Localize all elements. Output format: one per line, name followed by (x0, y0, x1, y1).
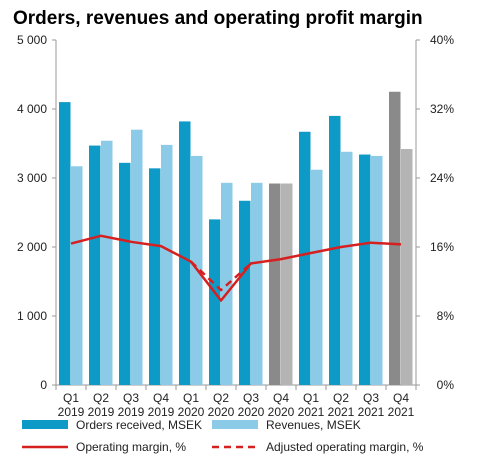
x-tick-label-quarter: Q1 (63, 391, 79, 405)
legend-label: Revenues, MSEK (266, 418, 361, 432)
x-tick-label-quarter: Q2 (333, 391, 349, 405)
legend-swatch-orders (22, 420, 68, 429)
x-tick-label-year: 2021 (328, 405, 355, 419)
x-tick-label-quarter: Q2 (213, 391, 229, 405)
bar-revenues (131, 129, 143, 385)
x-tick-label-year: 2019 (58, 405, 85, 419)
x-tick-label-quarter: Q4 (273, 391, 289, 405)
bar-orders (149, 168, 161, 385)
bar-orders (329, 115, 341, 386)
bar-orders (299, 131, 311, 385)
y-right-tick-label: 8% (437, 309, 455, 323)
x-tick-label-quarter: Q1 (183, 391, 199, 405)
x-tick-label-year: 2019 (118, 405, 145, 419)
bar-orders (359, 154, 371, 385)
x-tick-label-year: 2021 (298, 405, 325, 419)
adjusted-operating-margin-line (190, 260, 252, 292)
x-tick-label-year: 2020 (178, 405, 205, 419)
x-tick-label-year: 2020 (238, 405, 265, 419)
x-tick-label-quarter: Q3 (123, 391, 139, 405)
bar-revenues (71, 166, 83, 385)
x-tick-label-year: 2019 (88, 405, 115, 419)
bar-revenues (401, 149, 413, 385)
x-tick-label-quarter: Q4 (153, 391, 169, 405)
bar-orders (119, 162, 131, 385)
legend-swatch-revenues (212, 420, 258, 429)
bar-orders (59, 102, 71, 385)
x-tick-label-year: 2020 (268, 405, 295, 419)
y-left-tick-label: 2 000 (17, 240, 47, 254)
y-left-tick-label: 3 000 (17, 171, 47, 185)
y-right-tick-label: 24% (430, 171, 454, 185)
y-left-tick-label: 1 000 (17, 309, 47, 323)
bar-revenues (251, 182, 263, 385)
y-left-tick-label: 5 000 (17, 33, 47, 47)
y-right-tick-label: 32% (430, 102, 454, 116)
lines-layer (70, 234, 402, 302)
legend-label: Orders received, MSEK (76, 418, 202, 432)
legend-label: Operating margin, % (76, 440, 186, 454)
labels-layer: 0 1 000 2 000 3 000 4 000 5 000 0% 8% 16% 24% 32% 4… (17, 33, 454, 419)
bar-revenues (371, 155, 383, 385)
bar-orders (239, 200, 251, 385)
x-tick-label-year: 2020 (208, 405, 235, 419)
bar-revenues (161, 144, 173, 385)
y-left-tick-label: 0 (40, 378, 47, 392)
bar-orders (209, 219, 221, 385)
legend: Orders received, MSEK Revenues, MSEK Opera… (22, 418, 424, 454)
y-left-tick-label: 4 000 (17, 102, 47, 116)
operating-margin-line (70, 234, 402, 302)
bar-orders (89, 145, 101, 385)
bar-revenues (281, 183, 293, 385)
bar-orders (269, 183, 281, 385)
bar-revenues (311, 169, 323, 385)
x-tick-label-quarter: Q4 (393, 391, 409, 405)
x-tick-label-year: 2019 (148, 405, 175, 419)
bar-orders (179, 121, 191, 386)
x-tick-label-quarter: Q3 (363, 391, 379, 405)
y-right-tick-label: 0% (437, 378, 455, 392)
chart-axes (52, 39, 420, 390)
chart-title: Orders, revenues and operating profit ma… (13, 8, 423, 29)
legend-label: Adjusted operating margin, % (266, 440, 424, 454)
x-tick-label-year: 2021 (388, 405, 415, 419)
x-tick-label-year: 2021 (358, 405, 385, 419)
x-tick-label-quarter: Q1 (303, 391, 319, 405)
bar-revenues (341, 151, 353, 385)
x-tick-label-quarter: Q2 (93, 391, 109, 405)
bar-revenues (101, 140, 113, 385)
y-right-tick-label: 16% (430, 240, 454, 254)
x-tick-label-quarter: Q3 (243, 391, 259, 405)
bar-orders (389, 91, 401, 385)
y-right-tick-label: 40% (430, 33, 454, 47)
